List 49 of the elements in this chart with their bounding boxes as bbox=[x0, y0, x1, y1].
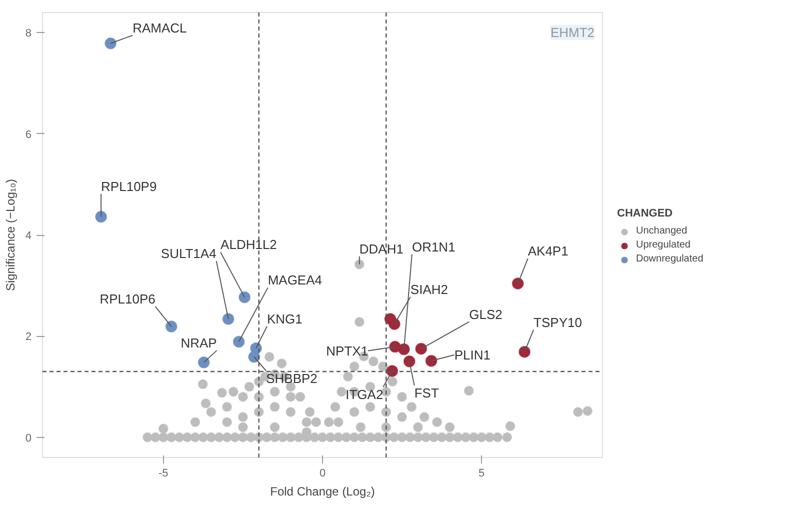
legend-title: CHANGED bbox=[617, 207, 674, 219]
point bbox=[389, 340, 402, 353]
annotation: RPL10P9 bbox=[101, 178, 157, 194]
annotation: PLIN1 bbox=[454, 347, 490, 362]
point bbox=[104, 37, 117, 50]
annotation: ITGA2 bbox=[346, 387, 384, 402]
annotation: ALDH1L2 bbox=[220, 237, 277, 252]
annotation: NRAP bbox=[180, 335, 217, 350]
point bbox=[518, 346, 531, 358]
x-tick-label: -5 bbox=[158, 468, 168, 480]
x-tick-label: 0 bbox=[319, 468, 326, 480]
annotation: RPL10P6 bbox=[100, 292, 156, 307]
annotation: EHMT2 bbox=[550, 25, 595, 40]
legend-label: Upregulated bbox=[636, 239, 690, 251]
point bbox=[512, 278, 524, 290]
y-tick-label: 2 bbox=[25, 331, 32, 344]
annotation: RAMACL bbox=[132, 20, 187, 36]
annotation: OR1N1 bbox=[412, 239, 456, 254]
annotation: AK4P1 bbox=[528, 244, 568, 259]
y-tick-label: 0 bbox=[25, 432, 32, 444]
annotation: DDAH1 bbox=[359, 241, 404, 256]
point bbox=[425, 354, 438, 367]
x-tick-label: 5 bbox=[478, 468, 485, 480]
annotation: TSPY10 bbox=[534, 314, 582, 330]
point bbox=[232, 336, 245, 348]
y-tick-label: 8 bbox=[25, 28, 32, 40]
point bbox=[415, 342, 428, 355]
annotation: SHBBP2 bbox=[266, 370, 318, 386]
point bbox=[403, 355, 416, 368]
x-axis-title: Fold Change (Log₂) bbox=[270, 484, 375, 498]
annotation: FST bbox=[414, 385, 439, 400]
annotation: KNG1 bbox=[267, 311, 302, 326]
y-tick-label: 4 bbox=[25, 230, 32, 242]
annotation: NPTX1 bbox=[326, 343, 368, 358]
point bbox=[95, 210, 108, 223]
point bbox=[198, 356, 210, 368]
annotation: SIAH2 bbox=[410, 282, 448, 297]
point bbox=[248, 350, 260, 363]
y-axis-title: Significance (−Log₁₀) bbox=[3, 178, 18, 292]
point bbox=[222, 312, 234, 325]
point bbox=[165, 320, 178, 333]
annotation: GLS2 bbox=[469, 306, 502, 322]
legend-label: Unchanged bbox=[636, 225, 688, 237]
legend-label: Downregulated bbox=[636, 253, 704, 265]
y-tick-label: 6 bbox=[25, 128, 32, 141]
annotation: MAGEA4 bbox=[268, 272, 322, 288]
annotation: SULT1A4 bbox=[160, 246, 216, 261]
point bbox=[388, 318, 400, 330]
point bbox=[238, 291, 251, 304]
